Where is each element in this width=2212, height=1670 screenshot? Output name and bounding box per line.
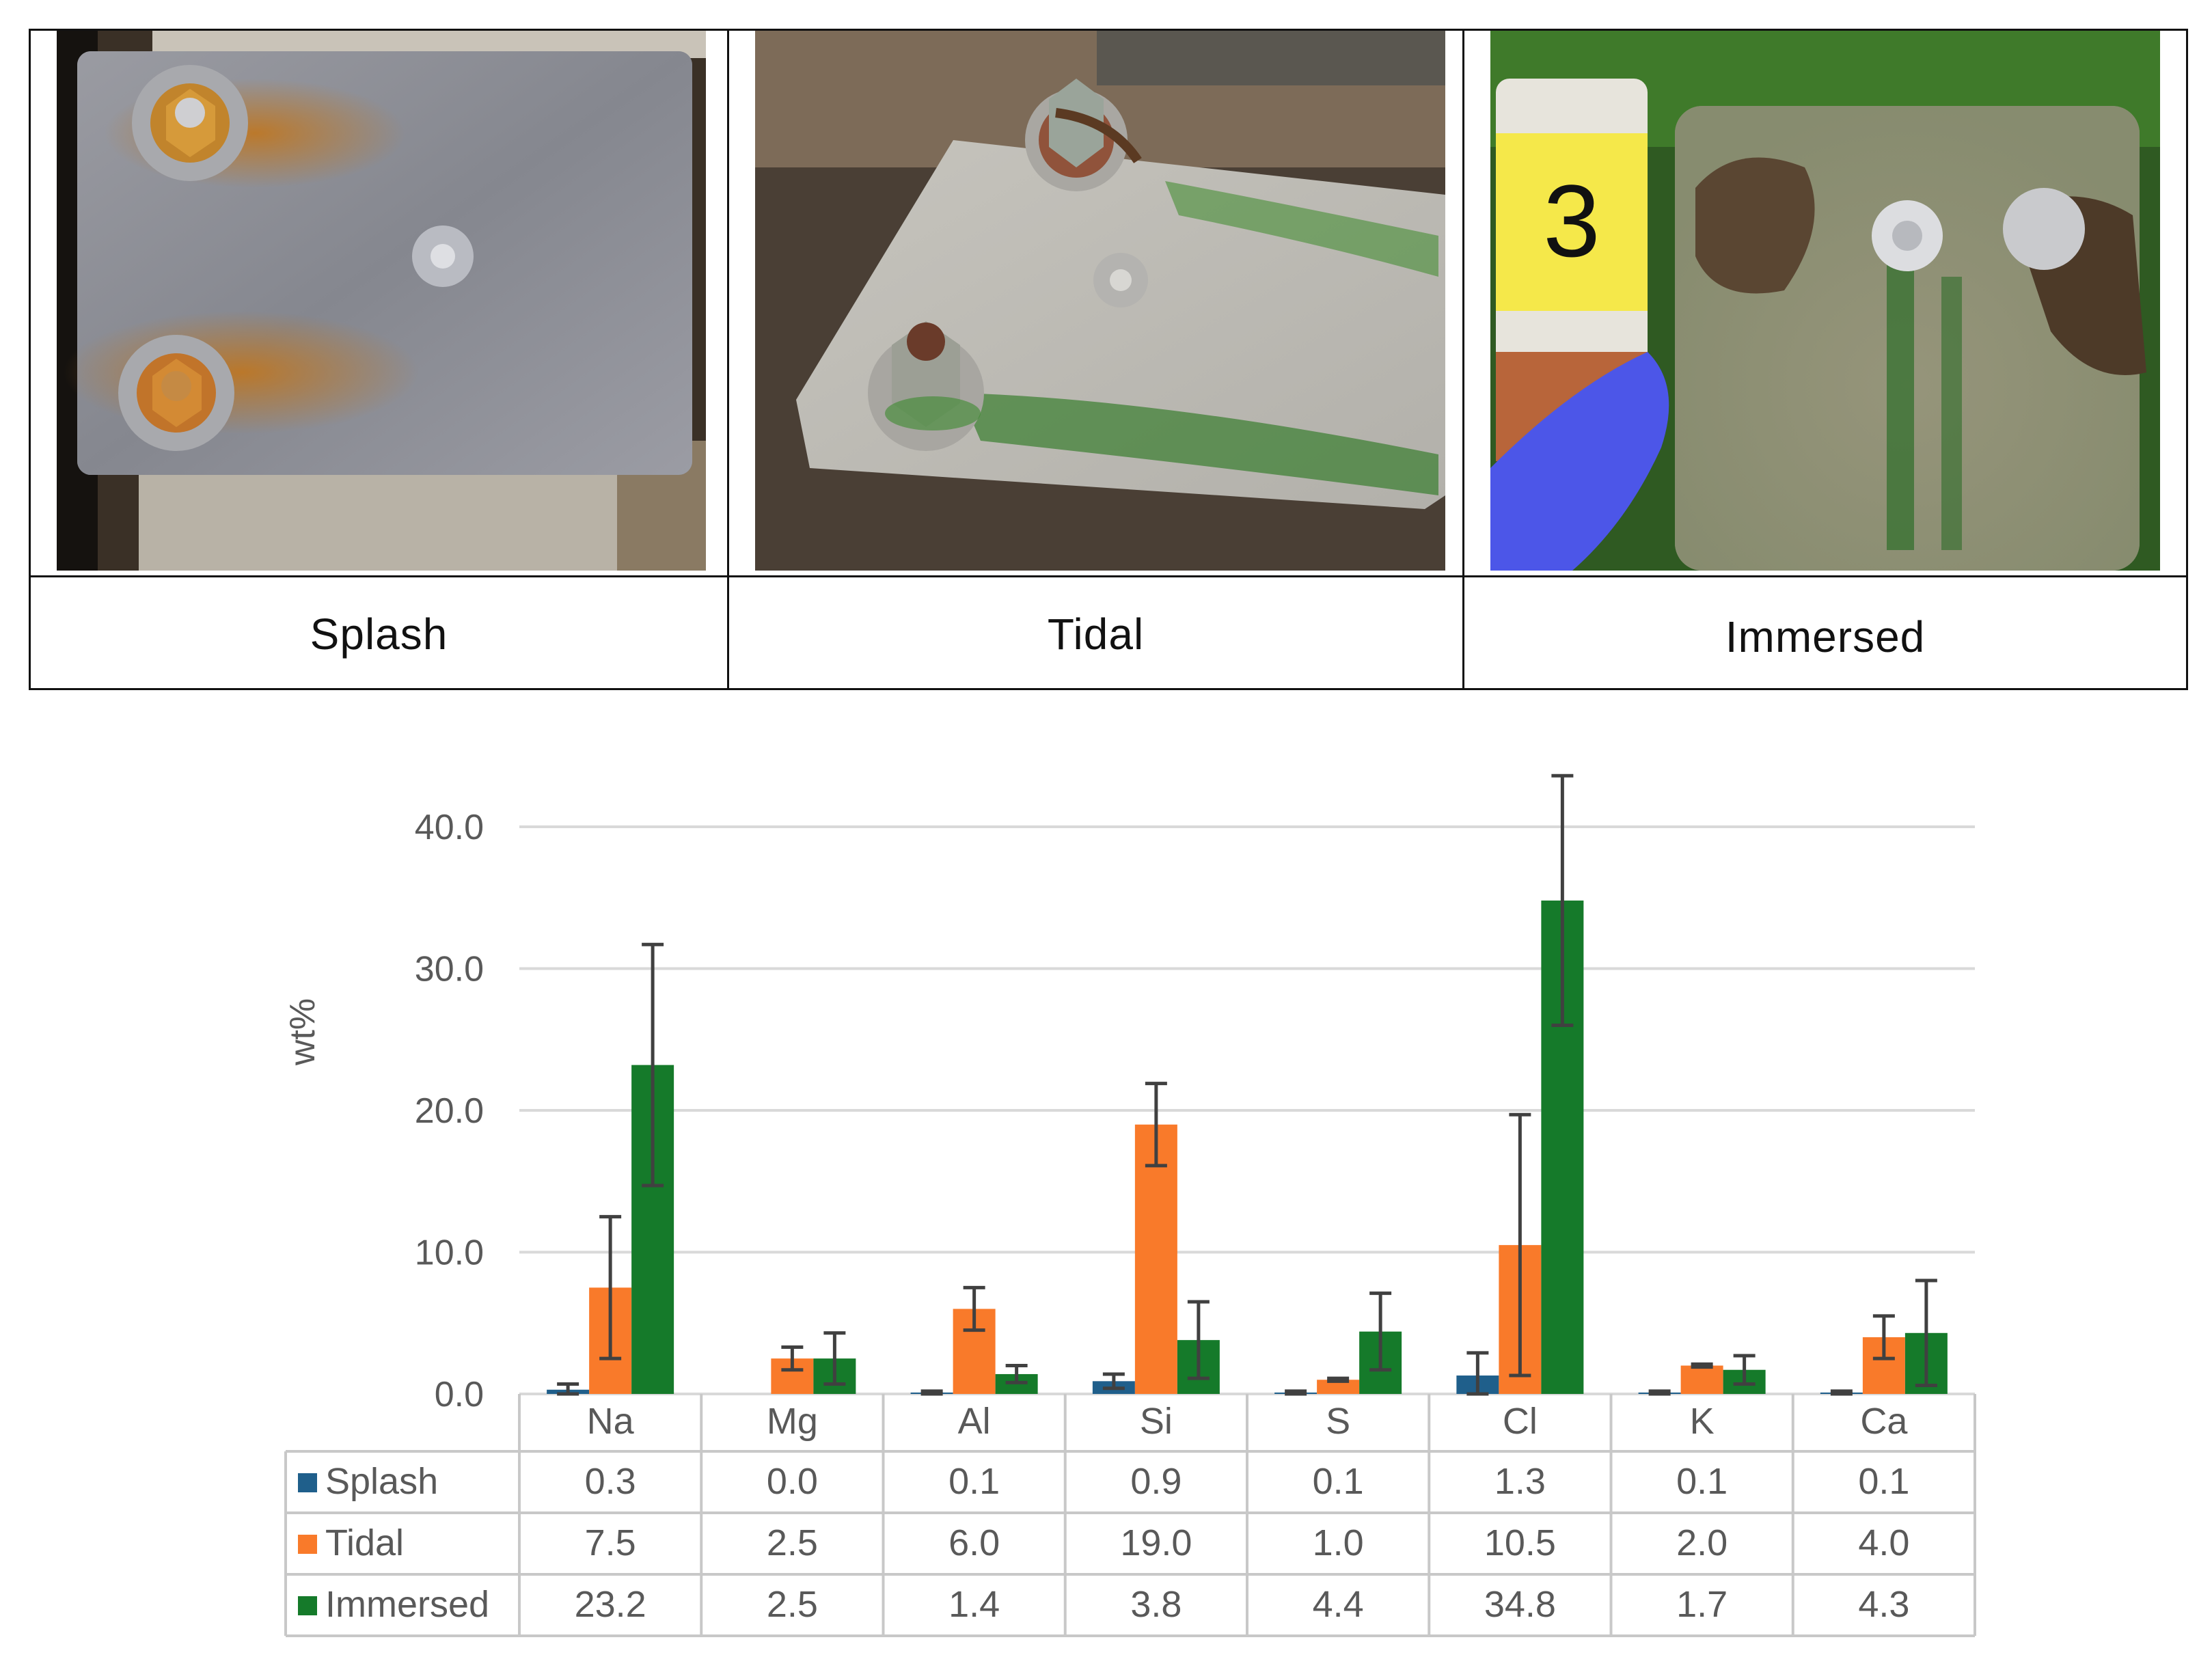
data-label-immersed-Cl: 34.8: [1484, 1584, 1556, 1625]
legend-swatch-tidal: [298, 1535, 317, 1554]
data-label-splash-Ca: 0.1: [1858, 1461, 1909, 1502]
x-tick-label: Ca: [1860, 1401, 1908, 1442]
data-label-tidal-Si: 19.0: [1120, 1522, 1192, 1563]
error-bar-immersed-Al: [1005, 1364, 1028, 1384]
error-bar-immersed-Na: [642, 942, 664, 1188]
y-tick-label: 30.0: [415, 950, 484, 989]
data-table: Na Mg Al Si S Cl K Ca Splash 0.3 0.0 0.1 0.9 0.1 1.3 0.…: [284, 1394, 1976, 1637]
data-label-tidal-Na: 7.5: [585, 1522, 636, 1563]
error-bar-tidal-Cl: [1509, 1112, 1531, 1378]
vial-tape: [1496, 133, 1648, 311]
data-label-immersed-K: 1.7: [1676, 1584, 1728, 1625]
x-tick-label: Cl: [1503, 1401, 1538, 1442]
error-bar-splash-Si: [1102, 1372, 1125, 1391]
data-label-tidal-K: 2.0: [1676, 1522, 1728, 1563]
tidal-label: Tidal: [729, 577, 1464, 690]
error-bar-splash-Al: [920, 1389, 943, 1396]
y-tick-label: 40.0: [415, 808, 484, 847]
error-bar-immersed-Ca: [1915, 1278, 1937, 1388]
error-bar-tidal-S: [1327, 1376, 1350, 1383]
error-bars: [557, 774, 1937, 1396]
immersed-photo-cell: 3: [1464, 31, 2186, 577]
data-label-immersed-Na: 23.2: [575, 1584, 646, 1625]
x-tick-label: K: [1690, 1401, 1715, 1442]
error-bar-tidal-Na: [599, 1215, 622, 1360]
data-label-immersed-S: 4.4: [1313, 1584, 1364, 1625]
bar-tidal-K: [1680, 1365, 1723, 1394]
error-bar-immersed-S: [1369, 1291, 1392, 1372]
gridlines: [519, 825, 1975, 1395]
error-bar-splash-S: [1285, 1389, 1307, 1396]
x-tick-label: Si: [1140, 1401, 1173, 1442]
tidal-photo-cell: [729, 31, 1464, 577]
error-bar-splash-Ca: [1830, 1389, 1853, 1396]
data-label-splash-Al: 0.1: [948, 1461, 1000, 1502]
error-bar-tidal-K: [1691, 1362, 1713, 1369]
y-tick-label: 0.0: [435, 1375, 484, 1414]
tidal-photo: [755, 31, 1445, 571]
data-label-splash-Mg: 0.0: [767, 1461, 818, 1502]
error-bar-immersed-Mg: [823, 1331, 846, 1386]
data-label-tidal-Al: 6.0: [948, 1522, 1000, 1563]
vial-number: 3: [1543, 163, 1600, 278]
error-bar-tidal-Si: [1145, 1082, 1167, 1168]
legend-label-immersed: Immersed: [325, 1584, 489, 1625]
legend-label-tidal: Tidal: [325, 1522, 404, 1563]
data-label-immersed-Si: 3.8: [1130, 1584, 1182, 1625]
bars: [547, 900, 1948, 1394]
error-bar-splash-K: [1648, 1389, 1671, 1396]
error-bar-splash-Na: [557, 1382, 579, 1396]
data-label-splash-K: 0.1: [1676, 1461, 1728, 1502]
photo-comparison-table: 3 Splash Tidal Immersed: [29, 29, 2188, 690]
data-label-splash-Cl: 1.3: [1494, 1461, 1546, 1502]
immersed-photo: 3: [1490, 31, 2160, 571]
error-bar-immersed-Cl: [1551, 774, 1574, 1027]
x-tick-label: Na: [587, 1401, 635, 1442]
data-label-tidal-Cl: 10.5: [1484, 1522, 1556, 1563]
data-label-splash-Na: 0.3: [585, 1461, 636, 1502]
bar-tidal-Si: [1134, 1124, 1177, 1394]
data-label-splash-Si: 0.9: [1130, 1461, 1182, 1502]
data-label-immersed-Al: 1.4: [948, 1584, 1000, 1625]
data-label-tidal-S: 1.0: [1313, 1522, 1364, 1563]
splash-photo: [57, 31, 706, 571]
legend-swatch-immersed: [298, 1596, 317, 1615]
legend-label-splash: Splash: [325, 1461, 438, 1502]
data-label-splash-S: 0.1: [1313, 1461, 1364, 1502]
data-label-tidal-Ca: 4.0: [1858, 1522, 1909, 1563]
error-bar-tidal-Ca: [1872, 1314, 1895, 1360]
splash-photo-cell: [31, 31, 729, 577]
y-axis-ticks: 0.0 10.0 20.0 30.0 40.0: [415, 808, 484, 1414]
element-wt-chart: 0.0 10.0 20.0 30.0 40.0 wt% Na Mg Al Si S Cl K Ca Sp…: [0, 738, 2212, 1670]
error-bar-immersed-K: [1733, 1354, 1756, 1386]
legend-swatch-splash: [298, 1473, 317, 1492]
y-tick-label: 20.0: [415, 1091, 484, 1131]
immersed-label: Immersed: [1725, 612, 1926, 661]
splash-label: Splash: [31, 577, 729, 690]
y-axis-label: wt%: [283, 998, 323, 1066]
error-bar-tidal-Mg: [781, 1345, 804, 1372]
data-label-tidal-Mg: 2.5: [767, 1522, 818, 1563]
x-tick-label: Mg: [767, 1401, 818, 1442]
x-tick-label: Al: [958, 1401, 991, 1442]
y-tick-label: 10.0: [415, 1233, 484, 1273]
error-bar-splash-Cl: [1466, 1351, 1489, 1396]
error-bar-tidal-Al: [963, 1285, 985, 1332]
bar-tidal-S: [1317, 1380, 1360, 1394]
data-label-immersed-Mg: 2.5: [767, 1584, 818, 1625]
x-tick-label: S: [1326, 1401, 1350, 1442]
error-bar-immersed-Si: [1187, 1300, 1210, 1380]
data-label-immersed-Ca: 4.3: [1858, 1584, 1909, 1625]
